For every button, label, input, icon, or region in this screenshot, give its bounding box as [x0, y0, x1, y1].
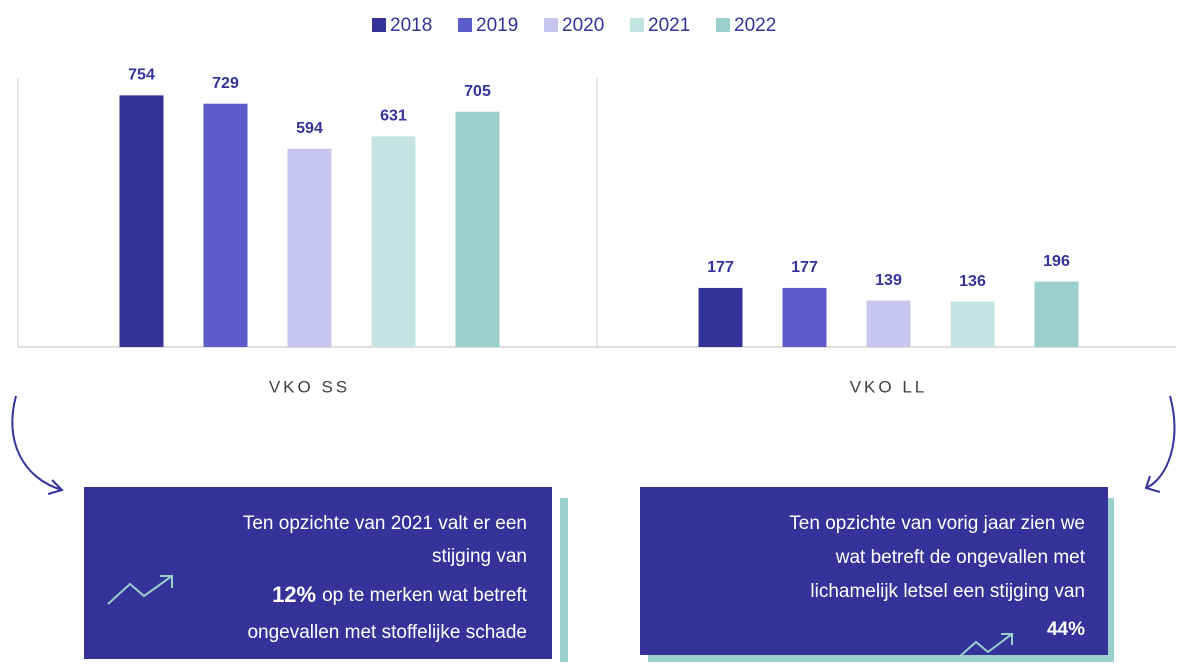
- data-label: 705: [464, 83, 491, 100]
- bar: [287, 148, 332, 347]
- legend-swatch: [630, 18, 644, 32]
- bar: [1034, 281, 1079, 347]
- data-label: 139: [875, 272, 902, 289]
- data-label: 196: [1043, 253, 1070, 270]
- data-label: 177: [707, 259, 734, 276]
- annotation-text: 12% op te merken wat betreft: [272, 582, 528, 607]
- annotation-text: op te merken wat betreft: [322, 585, 528, 606]
- annotation-text: wat betreft de ongevallen met: [835, 547, 1086, 568]
- highlight: 12%: [272, 582, 316, 607]
- arrow-head: [47, 479, 64, 495]
- legend-label: 2020: [562, 15, 604, 36]
- data-label: 631: [380, 108, 407, 125]
- highlight: 44%: [1047, 619, 1085, 640]
- annotation-text: lichamelijk letsel een stijging van: [810, 581, 1085, 602]
- annotation-box: [640, 487, 1108, 655]
- bar: [950, 301, 995, 347]
- data-label: 754: [128, 67, 155, 84]
- bar: [119, 95, 164, 347]
- bar: [782, 287, 827, 347]
- annotation-text: Ten opzichte van vorig jaar zien we: [789, 513, 1085, 534]
- legend-swatch: [544, 18, 558, 32]
- trend-icon: [957, 633, 1013, 659]
- trend-icon: [160, 575, 173, 588]
- bar: [698, 287, 743, 347]
- legend-label: 2022: [734, 15, 776, 36]
- legend-label: 2019: [476, 15, 518, 36]
- legend-swatch: [458, 18, 472, 32]
- legend-swatch: [716, 18, 730, 32]
- trend-icon: [1001, 633, 1013, 645]
- annotation-text: stijging van: [432, 546, 527, 567]
- data-label: 594: [296, 120, 323, 137]
- box-accent: [560, 498, 568, 662]
- bar: [371, 136, 416, 347]
- annotation-text: Ten opzichte van 2021 valt er een: [243, 513, 527, 534]
- legend-swatch: [372, 18, 386, 32]
- x-tick-label: VKO LL: [850, 377, 928, 396]
- legend-label: 2021: [648, 15, 690, 36]
- annotation-box: [84, 487, 552, 659]
- legend-label: 2018: [390, 15, 432, 36]
- data-label: 136: [959, 273, 986, 290]
- data-label: 729: [212, 75, 239, 92]
- bar: [203, 103, 248, 347]
- bar: [455, 111, 500, 347]
- arrow: [11, 395, 63, 491]
- x-tick-label: VKO SS: [269, 377, 350, 396]
- trend-icon: [107, 575, 173, 605]
- bar: [866, 300, 911, 347]
- arrow: [1145, 395, 1176, 489]
- annotation-text: ongevallen met stoffelijke schade: [247, 622, 527, 643]
- arrow-head: [1144, 475, 1161, 493]
- data-label: 177: [791, 259, 818, 276]
